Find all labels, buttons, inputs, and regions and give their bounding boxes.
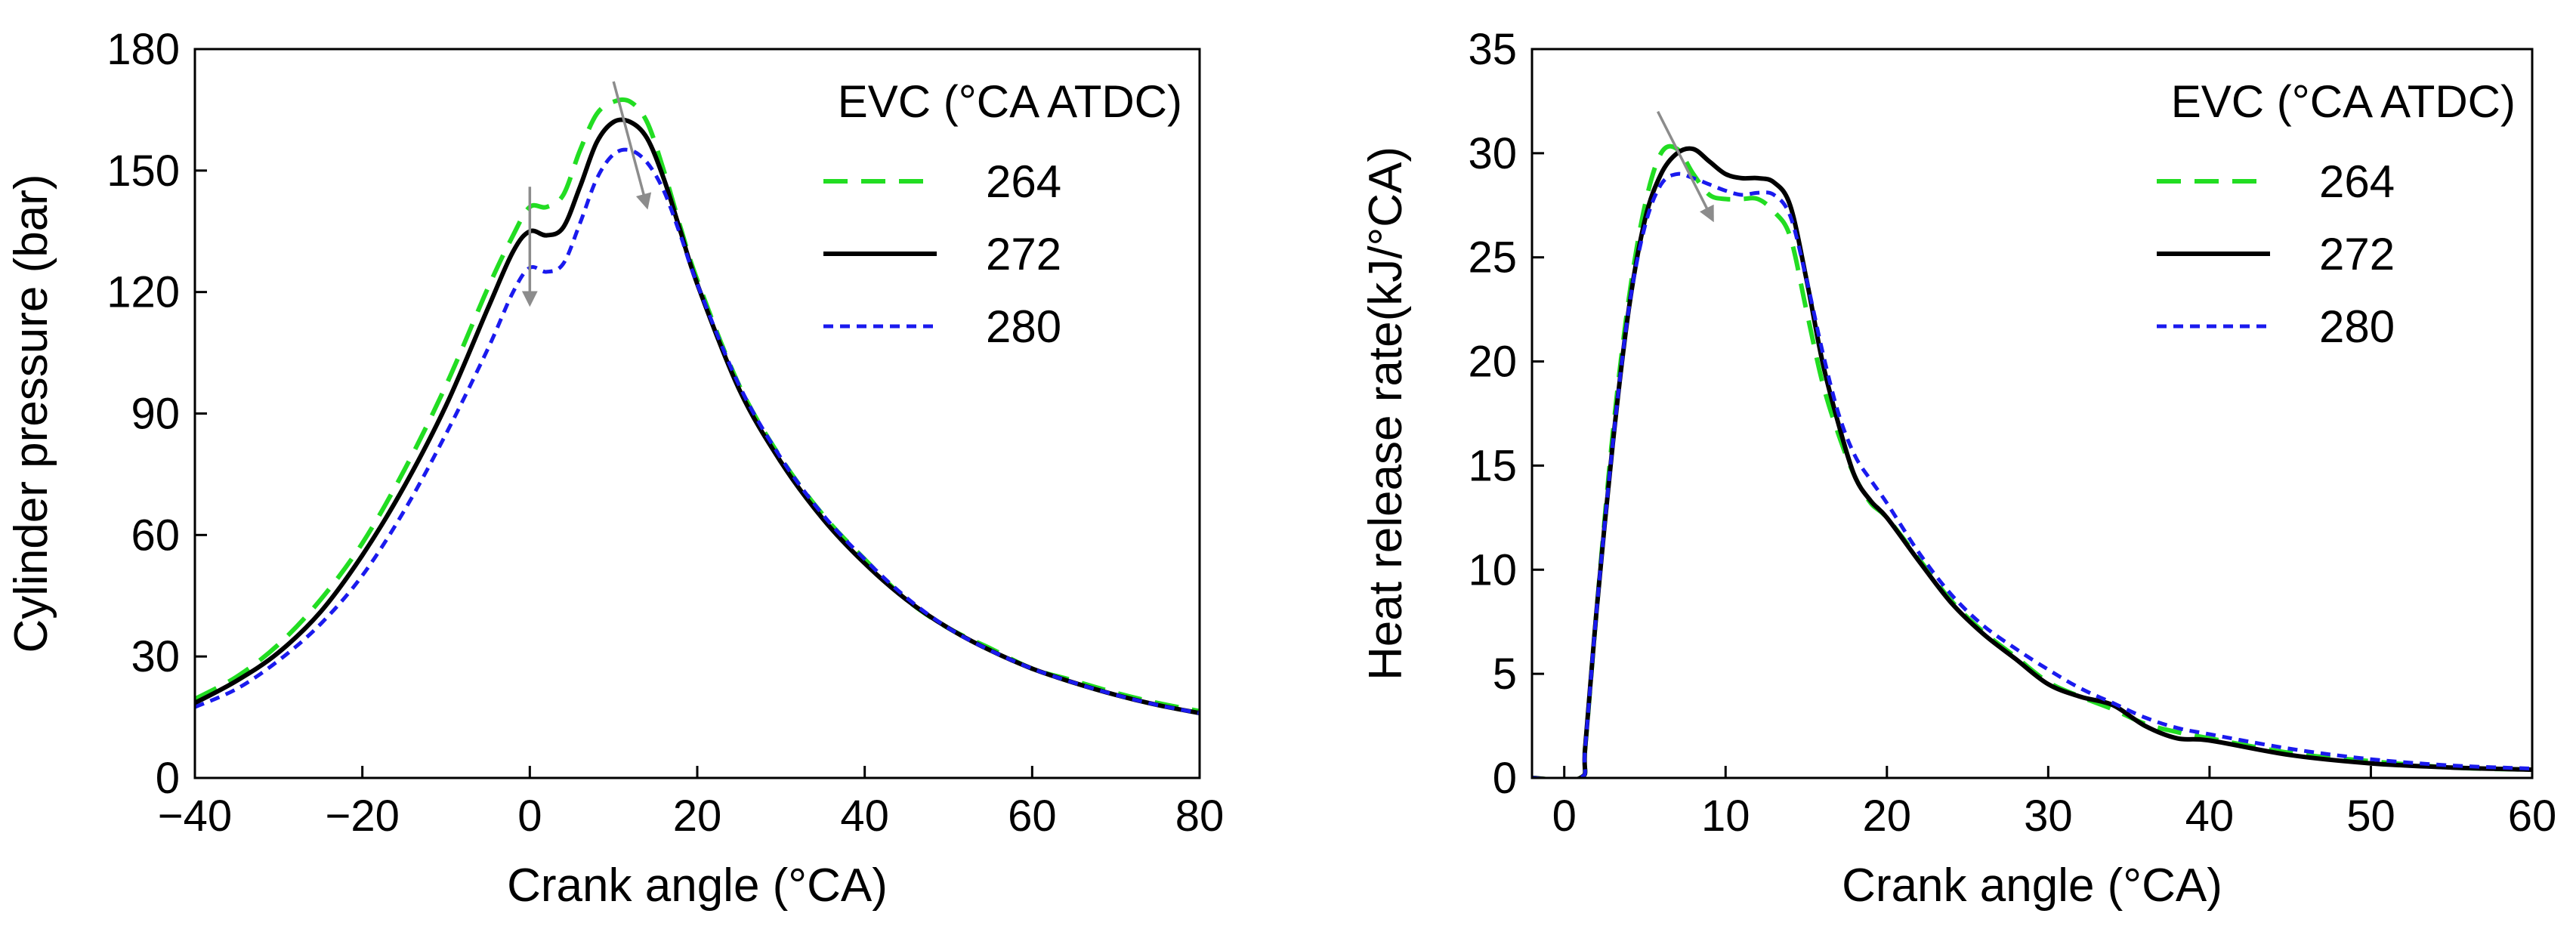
y-tick-label: 0 — [156, 754, 180, 803]
x-tick-label: 40 — [840, 792, 889, 841]
chart-2: 0 10 20 30 40 50 60 0 5 10 15 20 25 30 35 Crank angle (… — [1360, 25, 2556, 912]
annotation-arrow — [612, 81, 652, 210]
legend-label-272: 272 — [2319, 229, 2395, 279]
x-tick-label: −20 — [325, 792, 399, 841]
y-tick-label: 30 — [1468, 129, 1517, 178]
y-tick-label: 15 — [1468, 441, 1517, 490]
series-line-280 — [195, 147, 1200, 715]
x-tick-label: 40 — [2185, 792, 2235, 841]
y-tick-label: 0 — [1493, 754, 1517, 803]
y-tick-label: 150 — [107, 147, 180, 196]
y-tick-label: 30 — [131, 632, 180, 681]
x-tick-label: 10 — [1701, 792, 1750, 841]
x-axis-title: Crank angle (°CA) — [1842, 860, 2222, 912]
chart-1: −40 −20 0 20 40 60 80 0 30 60 90 120 150 180 Crank ang… — [5, 25, 1224, 912]
x-tick-label: 50 — [2346, 792, 2395, 841]
series-line-280 — [1532, 171, 2532, 778]
legend-label-264: 264 — [2319, 156, 2395, 207]
series-line-272 — [1532, 146, 2532, 778]
legend-label-272: 272 — [986, 229, 1061, 279]
y-tick-label: 20 — [1468, 338, 1517, 387]
x-tick-label: −40 — [158, 792, 232, 841]
y-tick-label: 35 — [1468, 25, 1517, 74]
legend-title: EVC (°CA ATDC) — [2171, 76, 2516, 127]
x-tick-label: 20 — [1863, 792, 1912, 841]
y-tick-label: 60 — [131, 511, 180, 560]
y-axis-title: Cylinder pressure (bar) — [5, 174, 57, 653]
legend-label-264: 264 — [986, 156, 1061, 207]
plot-frame — [1530, 48, 2534, 779]
annotation-arrow — [1657, 110, 1714, 223]
legend: EVC (°CA ATDC) 264 272 280 — [2157, 76, 2516, 352]
y-tick-label: 120 — [107, 268, 180, 317]
y-tick-label: 180 — [107, 25, 180, 74]
x-tick-label: 0 — [1552, 792, 1577, 841]
series-line-272 — [195, 117, 1200, 716]
legend-label-280: 280 — [2319, 301, 2395, 352]
legend-label-280: 280 — [986, 301, 1061, 352]
x-tick-label: 0 — [517, 792, 542, 841]
y-axis-title: Heat release rate(kJ/°CA) — [1360, 147, 1412, 681]
legend: EVC (°CA ATDC) 264 272 280 — [823, 76, 1182, 352]
x-tick-label: 60 — [1008, 792, 1057, 841]
x-tick-label: 80 — [1175, 792, 1225, 841]
x-tick-label: 60 — [2508, 792, 2557, 841]
y-tick-label: 25 — [1468, 233, 1517, 282]
y-tick-label: 5 — [1493, 650, 1517, 699]
x-tick-label: 20 — [673, 792, 722, 841]
x-axis-title: Crank angle (°CA) — [507, 860, 888, 912]
y-tick-label: 10 — [1468, 545, 1517, 594]
x-tick-label: 30 — [2024, 792, 2073, 841]
y-tick-label: 90 — [131, 390, 180, 439]
legend-title: EVC (°CA ATDC) — [838, 76, 1182, 127]
